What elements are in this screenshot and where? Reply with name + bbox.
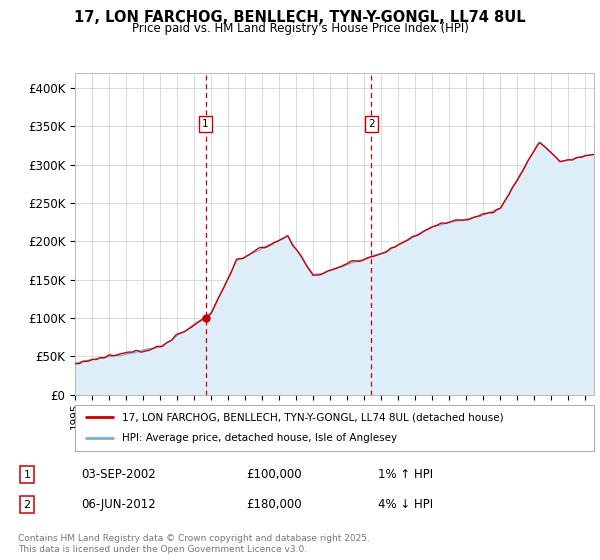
Text: 17, LON FARCHOG, BENLLECH, TYN-Y-GONGL, LL74 8UL (detached house): 17, LON FARCHOG, BENLLECH, TYN-Y-GONGL, … <box>122 412 503 422</box>
Text: 06-JUN-2012: 06-JUN-2012 <box>81 498 156 511</box>
Text: £180,000: £180,000 <box>246 498 302 511</box>
Text: HPI: Average price, detached house, Isle of Anglesey: HPI: Average price, detached house, Isle… <box>122 433 397 444</box>
Text: 03-SEP-2002: 03-SEP-2002 <box>81 468 156 481</box>
Text: 1% ↑ HPI: 1% ↑ HPI <box>378 468 433 481</box>
Text: 4% ↓ HPI: 4% ↓ HPI <box>378 498 433 511</box>
Text: Price paid vs. HM Land Registry's House Price Index (HPI): Price paid vs. HM Land Registry's House … <box>131 22 469 35</box>
Text: This data is licensed under the Open Government Licence v3.0.: This data is licensed under the Open Gov… <box>18 545 307 554</box>
Text: 1: 1 <box>23 470 31 479</box>
Text: 1: 1 <box>202 119 209 129</box>
Text: 2: 2 <box>368 119 375 129</box>
Text: 2: 2 <box>23 500 31 510</box>
Text: 17, LON FARCHOG, BENLLECH, TYN-Y-GONGL, LL74 8UL: 17, LON FARCHOG, BENLLECH, TYN-Y-GONGL, … <box>74 10 526 25</box>
Text: £100,000: £100,000 <box>246 468 302 481</box>
Text: Contains HM Land Registry data © Crown copyright and database right 2025.: Contains HM Land Registry data © Crown c… <box>18 534 370 543</box>
